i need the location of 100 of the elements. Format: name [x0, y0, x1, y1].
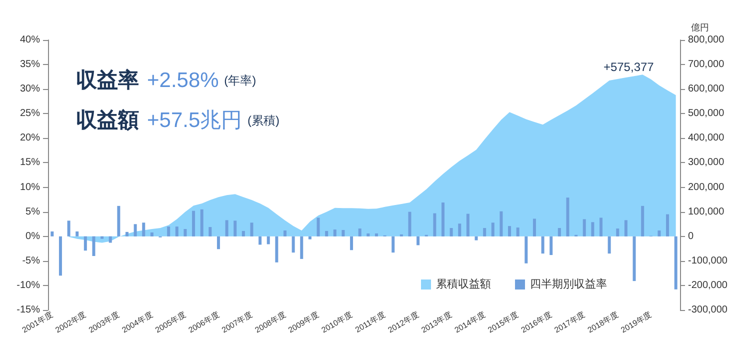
y2-tick-label: 600,000: [688, 84, 725, 95]
bar: [92, 236, 96, 256]
bar: [558, 228, 561, 236]
bar: [184, 229, 187, 236]
legend-label: 四半期別収益率: [530, 278, 607, 290]
bar: [624, 220, 628, 236]
x-tick-label: 2015年度: [486, 310, 520, 335]
annotation: +575,377: [603, 60, 654, 74]
bar: [284, 230, 286, 236]
bar: [491, 222, 494, 236]
x-tick-label: 2010年度: [320, 310, 354, 335]
bar: [100, 236, 104, 239]
bar: [58, 236, 62, 276]
y2-tick-label: 100,000: [688, 206, 725, 218]
y2-tick-label: 400,000: [688, 132, 725, 144]
y-tick-label: 20%: [20, 132, 40, 144]
bar: [258, 236, 262, 245]
bar: [117, 206, 120, 236]
bar: [666, 214, 670, 236]
y-tick-label: 0%: [26, 230, 40, 242]
x-tick-label: 2009年度: [286, 310, 321, 335]
x-tick-label: 2011年度: [354, 310, 388, 334]
y2-tick-label: 700,000: [688, 59, 725, 70]
x-tick-label: 2018年度: [586, 310, 620, 335]
bar: [433, 213, 436, 236]
bar: [550, 236, 553, 256]
y2-tick-label: 300,000: [688, 157, 725, 168]
y-tick-label: 40%: [20, 34, 40, 46]
y2-tick-label: 800,000: [688, 34, 725, 46]
y2-axis-title: 億円: [691, 22, 709, 32]
bar: [608, 236, 611, 254]
x-tick-label: 2004年度: [120, 310, 154, 335]
bar: [308, 236, 312, 240]
bar: [108, 236, 112, 243]
bar: [582, 219, 586, 236]
bar: [600, 218, 602, 236]
bar: [466, 214, 470, 236]
bar: [266, 236, 270, 244]
y-tick-label: 35%: [20, 59, 40, 70]
y-tick-label: -5%: [22, 255, 40, 266]
bar: [234, 220, 237, 236]
bar: [566, 198, 570, 236]
y2-tick-label: -200,000: [688, 280, 728, 291]
bar: [316, 218, 320, 236]
bar: [358, 228, 362, 236]
x-tick-label: 2007年度: [220, 310, 254, 335]
y-tick-label: 10%: [20, 182, 40, 193]
x-tick-label: 2003年度: [87, 310, 121, 335]
bar: [616, 228, 620, 236]
x-tick-label: 2017年度: [552, 310, 587, 335]
annotation: 収益額 +57.5兆円 (累積): [76, 108, 280, 132]
bar: [508, 226, 512, 236]
y2-tick-label: -300,000: [688, 304, 728, 316]
y-tick-label: 15%: [20, 157, 40, 168]
bar: [167, 226, 170, 236]
y-tick-label: 30%: [20, 84, 40, 95]
bar: [392, 236, 395, 253]
bar: [192, 210, 196, 236]
bar: [416, 236, 420, 246]
legend-label: 累積収益額: [436, 278, 491, 290]
bar: [524, 236, 528, 264]
annotation: 収益率 +2.58% (年率): [76, 68, 256, 92]
bar: [374, 233, 378, 236]
bar: [225, 220, 228, 236]
bar: [632, 236, 636, 282]
bar: [250, 222, 254, 236]
x-tick-label: 2002年度: [54, 310, 88, 335]
y2-tick-label: 0: [688, 230, 694, 242]
bar: [208, 227, 212, 236]
bar: [658, 230, 661, 236]
x-tick-label: 2019年度: [619, 310, 654, 335]
x-tick-label: 2005年度: [154, 310, 188, 335]
bar: [641, 206, 644, 236]
bar: [483, 228, 486, 236]
bar: [76, 231, 79, 236]
bar: [216, 236, 220, 250]
bar: [516, 228, 520, 236]
bar: [84, 236, 87, 251]
bar: [325, 230, 328, 236]
bar: [242, 230, 245, 236]
bar: [200, 209, 204, 236]
y2-tick-label: -100,000: [688, 255, 728, 266]
bar: [532, 218, 536, 236]
bar: [674, 236, 678, 290]
bar: [591, 222, 594, 236]
bar: [275, 236, 278, 262]
bar: [350, 236, 354, 250]
bar: [458, 224, 462, 236]
y-tick-label: 25%: [20, 108, 40, 120]
y2-tick-label: 500,000: [688, 108, 725, 120]
bar: [333, 229, 336, 236]
y-tick-label: 5%: [26, 206, 40, 218]
bar: [541, 236, 544, 254]
bar: [126, 232, 128, 236]
bar: [134, 224, 137, 236]
bar: [142, 222, 146, 236]
bar: [450, 228, 453, 236]
bar: [500, 211, 503, 236]
x-tick-label: 2014年度: [453, 310, 487, 335]
bar: [292, 236, 295, 253]
